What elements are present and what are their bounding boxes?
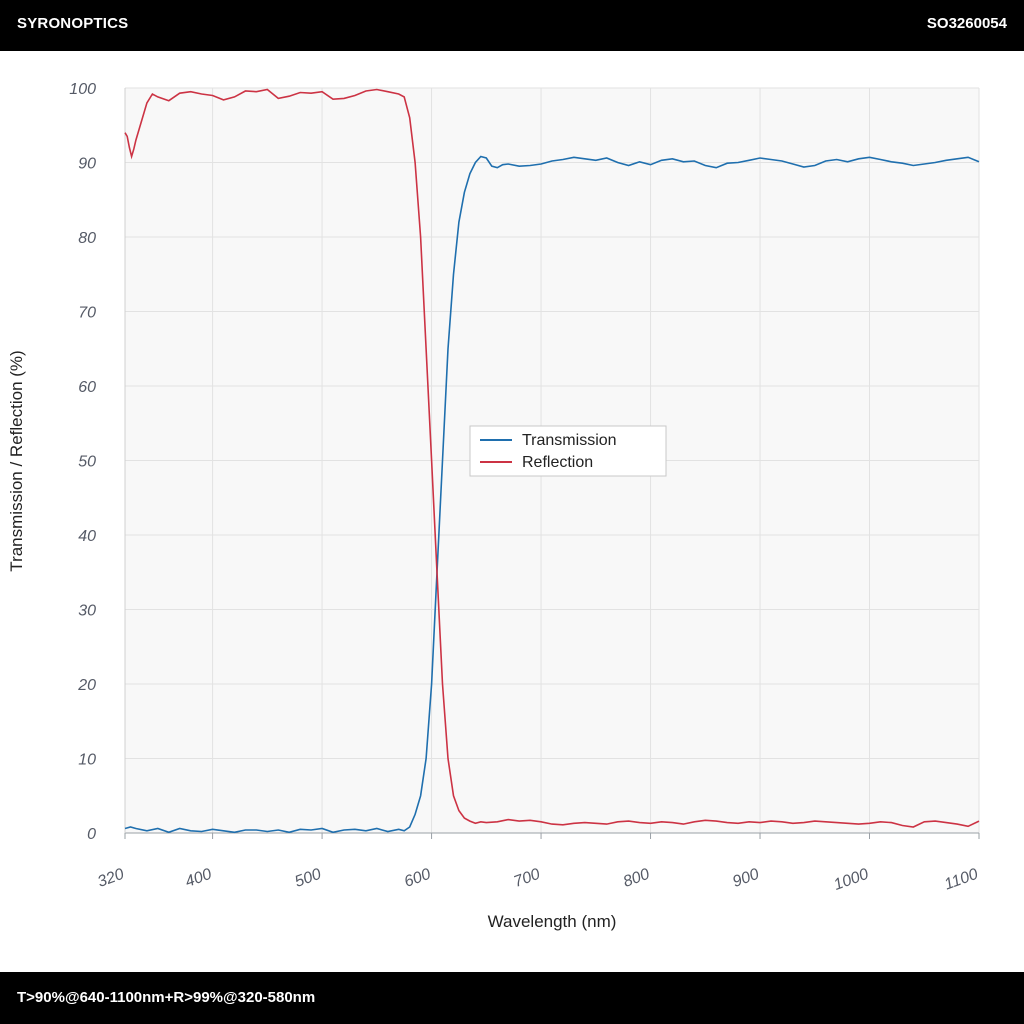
x-tick-label: 1100 (942, 866, 980, 894)
part-number: SO3260054 (926, 15, 1007, 32)
x-tick-label: 600 (402, 866, 433, 891)
x-tick-label: 800 (621, 866, 652, 891)
y-tick-label: 60 (78, 379, 96, 396)
footer-bar: T>90%@640-1100nm+R>99%@320-580nm (0, 972, 1024, 1024)
y-axis-ticks: 0 10 20 30 40 50 60 70 80 90 100 (69, 81, 96, 843)
y-tick-label: 50 (78, 454, 96, 471)
legend-box (469, 425, 667, 477)
y-tick-label: 30 (78, 603, 96, 620)
header-bar: SYRONOPTICS SO3260054 (0, 0, 1024, 51)
y-axis-title: Transmission / Reflection (%) (7, 350, 26, 571)
x-tick-label: 400 (183, 866, 214, 891)
x-axis-title: Wavelength (nm) (488, 912, 617, 931)
x-tick-label: 500 (293, 866, 324, 891)
y-tick-label: 0 (87, 826, 96, 843)
y-tick-label: 80 (78, 230, 96, 247)
spec-text: T>90%@640-1100nm+R>99%@320-580nm (17, 989, 316, 1006)
legend-label-reflection: Reflection (522, 454, 593, 471)
y-tick-label: 100 (69, 81, 96, 98)
x-tick-label: 1000 (832, 866, 871, 894)
x-tick-label: 320 (95, 866, 126, 891)
x-tick-label: 700 (512, 866, 543, 891)
transmission-line (124, 155, 980, 834)
x-axis-ticks: 320 400 500 600 700 800 900 1000 1100 (95, 833, 980, 894)
y-tick-label: 90 (78, 156, 96, 173)
legend: Transmission Reflection (469, 425, 667, 477)
y-tick-label: 10 (78, 752, 96, 769)
reflection-line (124, 88, 980, 828)
y-tick-label: 70 (78, 305, 96, 322)
x-tick-label: 900 (730, 866, 761, 891)
y-tick-label: 40 (78, 528, 96, 545)
spectral-chart: 0 10 20 30 40 50 60 70 80 90 100 320 400 500 600 700 80… (7, 81, 980, 931)
brand-name: SYRONOPTICS (17, 15, 129, 32)
y-tick-label: 20 (77, 677, 96, 694)
legend-label-transmission: Transmission (522, 432, 617, 449)
